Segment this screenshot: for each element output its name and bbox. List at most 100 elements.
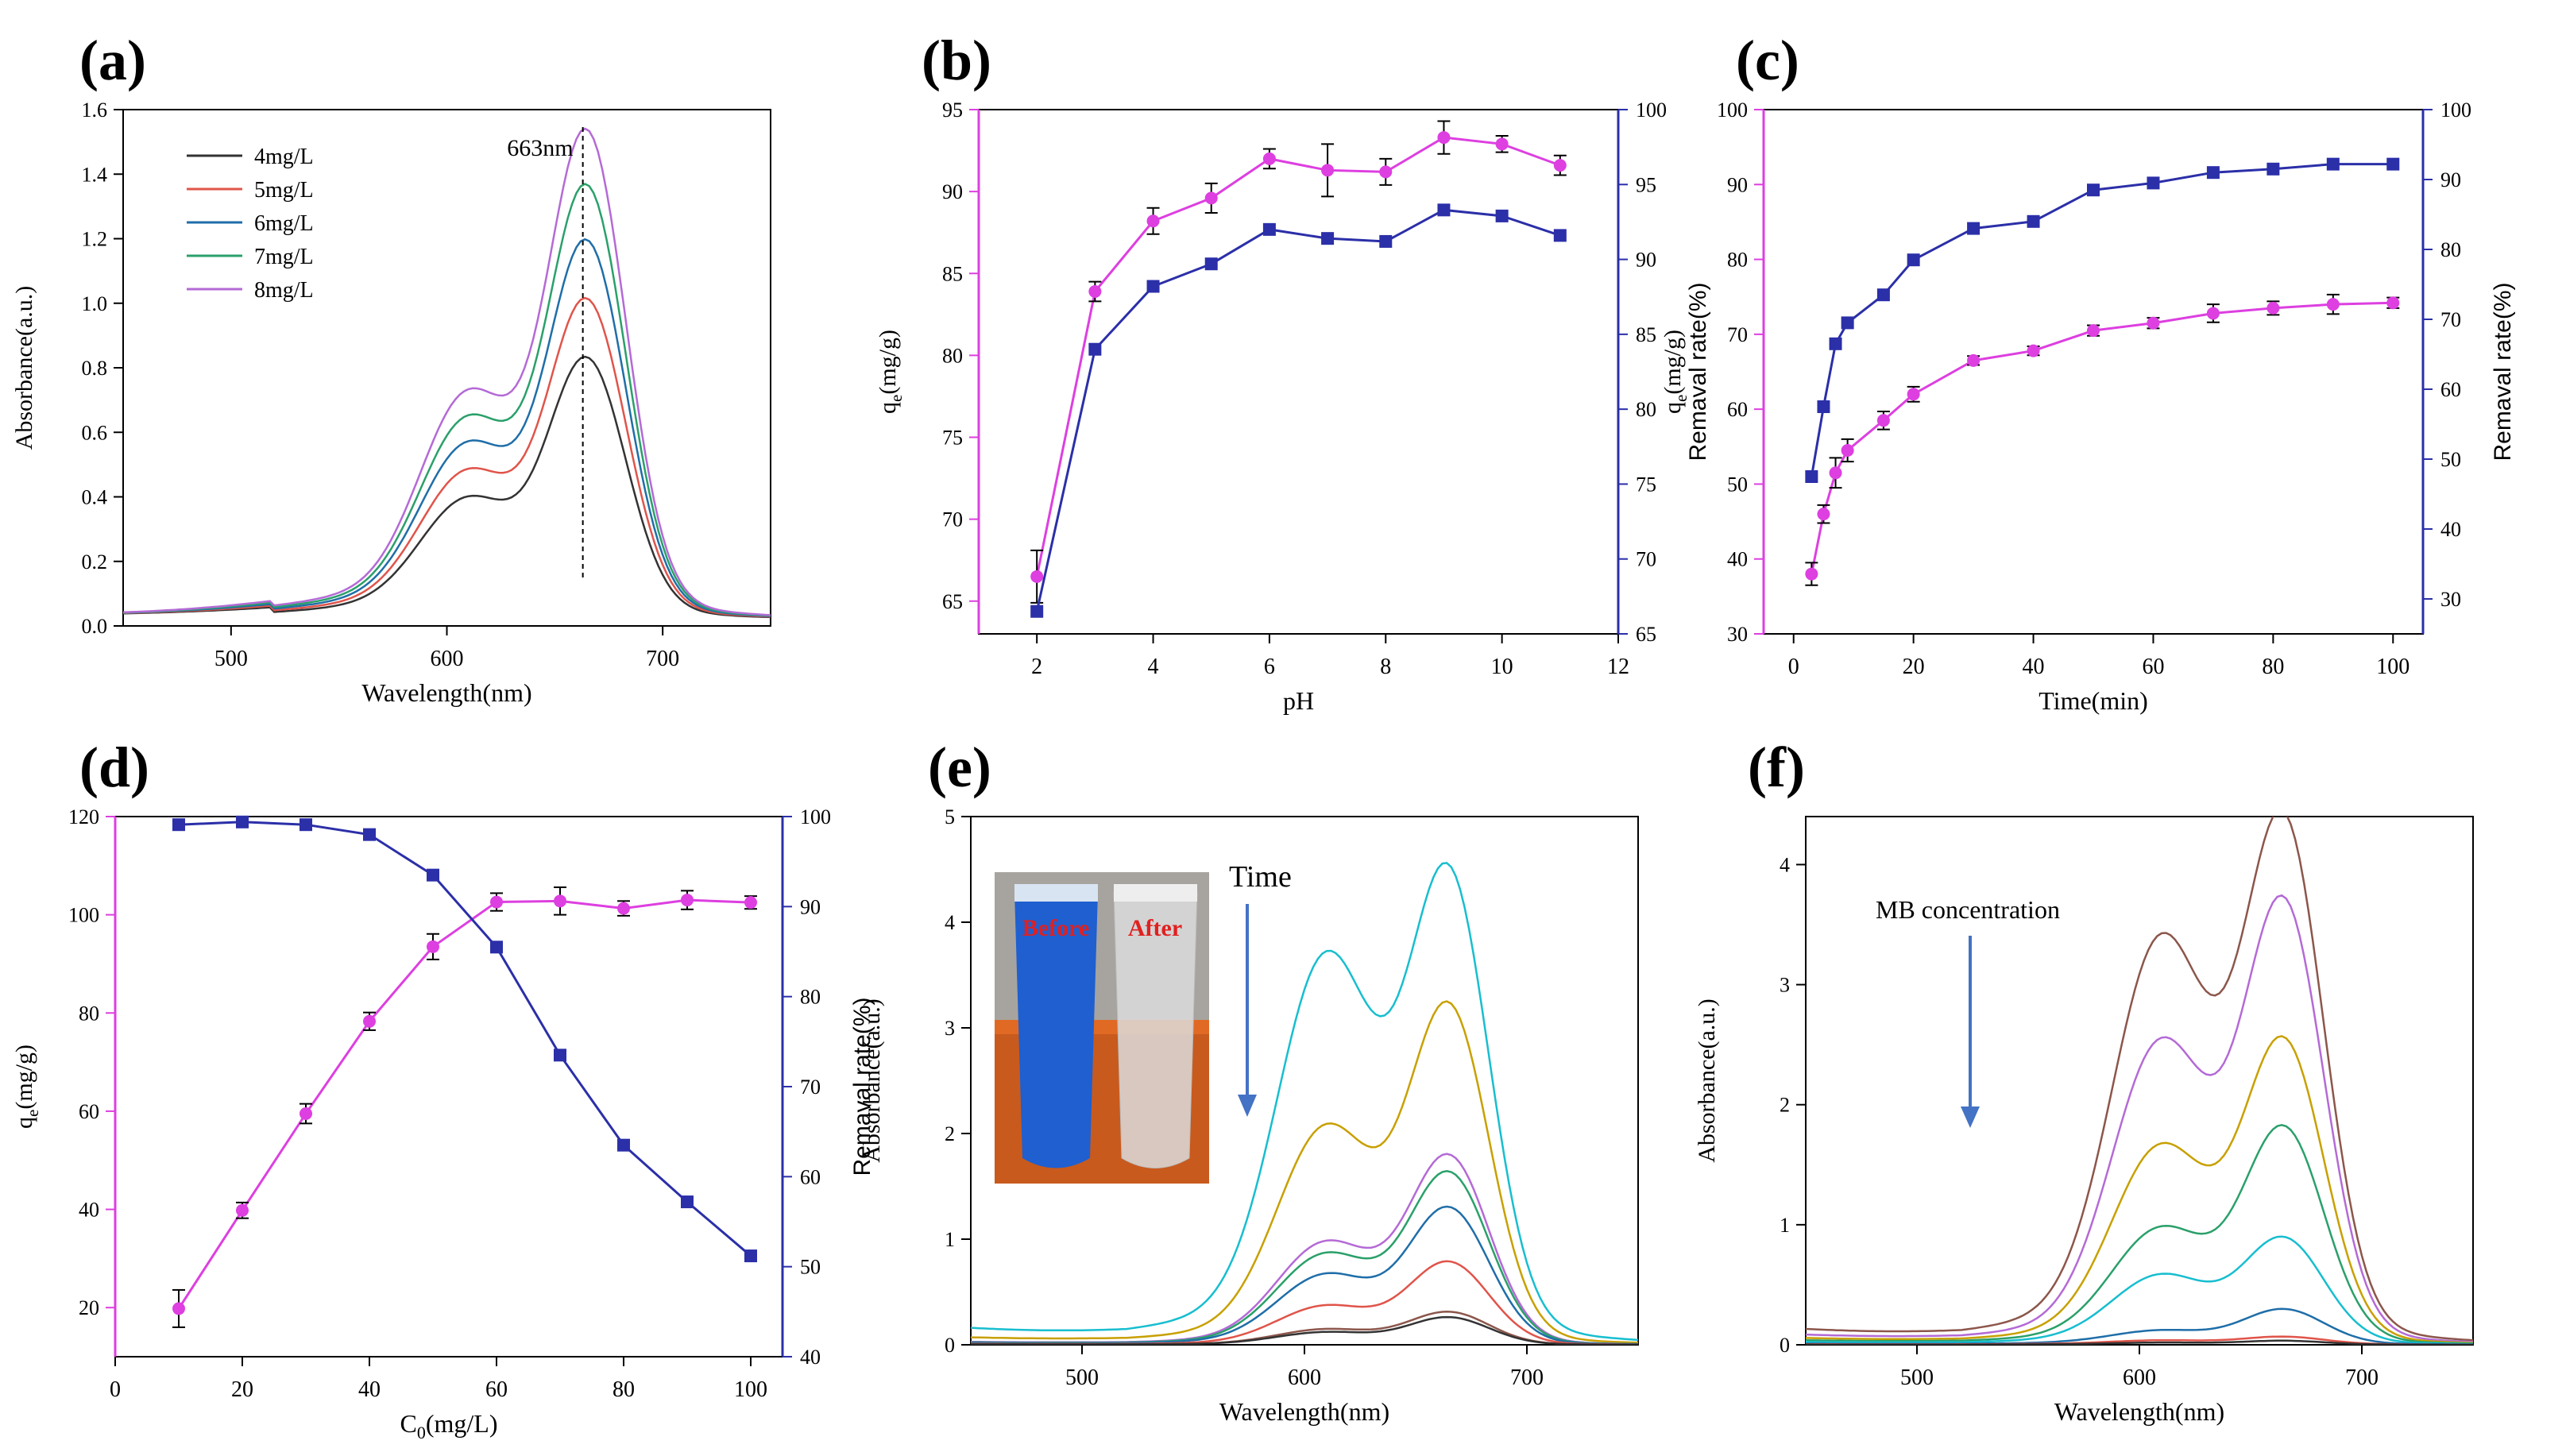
panel-e: 500 600 700 0 1 2 3 4 5 Wavelength(nm) Absorbance(… — [859, 805, 1639, 1426]
x-tick-label: 500 — [1065, 1365, 1099, 1390]
data-point — [1030, 570, 1044, 583]
series-line — [1806, 894, 2473, 1343]
panel-label-d: (d) — [79, 736, 149, 799]
y-tick-label: 40 — [1727, 548, 1748, 571]
data-point — [236, 1203, 249, 1217]
time-annotation: Time — [1229, 860, 1292, 894]
data-point — [2087, 183, 2100, 197]
panel-label-c: (c) — [1736, 29, 1799, 92]
y-tick-label: 0.8 — [82, 357, 108, 380]
x-tick-label: 8 — [1380, 655, 1391, 679]
data-point — [1146, 214, 1160, 228]
y2-tick-label: 60 — [800, 1165, 821, 1188]
series-line — [1035, 136, 1561, 577]
series-line — [1806, 1124, 2473, 1345]
data-point — [1379, 234, 1393, 248]
y2-tick-label: 40 — [800, 1346, 821, 1369]
y-tick-label: 40 — [79, 1199, 99, 1222]
x-axis-label: Wavelength(nm) — [2054, 1397, 2224, 1426]
before-label: Before — [1022, 915, 1089, 941]
legend-label: 6mg/L — [254, 211, 314, 236]
y2-tick-label: 30 — [2440, 588, 2461, 611]
series-line — [1806, 1339, 2473, 1345]
y-tick-label: 2 — [945, 1122, 955, 1145]
y2-tick-label: 50 — [800, 1256, 821, 1279]
after-label: After — [1128, 915, 1182, 941]
data-point — [2267, 301, 2280, 315]
data-point — [2147, 176, 2160, 190]
data-point — [1146, 280, 1160, 293]
time-arrow-head — [1238, 1095, 1257, 1117]
inset-photo: Before After — [995, 872, 1209, 1184]
y-axis-label: Absorbance(a.u.) — [859, 998, 885, 1163]
data-point — [1841, 316, 1854, 330]
data-point — [1553, 229, 1567, 242]
data-point — [1553, 159, 1567, 172]
x-tick-label: 20 — [1903, 655, 1925, 679]
y2-tick-label: 60 — [2440, 378, 2461, 401]
x-tick-label: 20 — [231, 1377, 253, 1402]
series-line — [971, 1205, 1638, 1345]
y-tick-label: 70 — [942, 508, 963, 531]
x-tick-label: 6 — [1264, 655, 1275, 679]
y-tick-label: 5 — [945, 805, 955, 828]
panel-f: 500 600 700 0 1 2 3 4 Wavelength(nm) Absorbance(a… — [1694, 816, 2474, 1426]
x-axis-label: Time(min) — [2039, 686, 2148, 715]
legend-label: 8mg/L — [254, 278, 314, 303]
data-point — [1495, 137, 1509, 151]
data-point — [744, 1249, 757, 1263]
x-axis-label: Wavelength(nm) — [1219, 1397, 1389, 1426]
y2-tick-label: 100 — [800, 805, 831, 828]
y-tick-label: 120 — [68, 805, 99, 828]
y2-tick-label: 90 — [2440, 168, 2461, 191]
panel-label-f: (f) — [1748, 736, 1805, 799]
series-line — [123, 355, 771, 619]
panel-b: 2 4 6 8 10 12 65 70 75 80 85 90 95 65 70 75 80 85 90 95 100 p… — [875, 98, 1711, 715]
y2-axis-label: Remaval rate(%) — [849, 997, 875, 1176]
x-tick-label: 12 — [1607, 655, 1629, 679]
panel-label-a: (a) — [79, 29, 146, 92]
data-point — [1437, 131, 1451, 145]
after-tube — [1113, 891, 1198, 1168]
y2-tick-label: 70 — [2440, 308, 2461, 331]
panel-d: 0 20 40 60 80 100 20 40 60 80 100 120 40 50 60 70 80 90 10… — [11, 805, 875, 1442]
y-axis-label: qe(mg/g) — [11, 1045, 42, 1129]
before-tube — [1014, 892, 1098, 1168]
data-point — [299, 1107, 312, 1120]
data-point — [1817, 508, 1830, 521]
y-tick-label: 70 — [1727, 323, 1748, 346]
x-tick-label: 60 — [485, 1377, 508, 1402]
y-tick-label: 1 — [945, 1228, 955, 1251]
x-tick-label: 40 — [358, 1377, 381, 1402]
legend-label: 4mg/L — [254, 145, 314, 169]
y-tick-label: 30 — [1727, 623, 1748, 646]
peak-annotation: 663nm — [507, 135, 573, 161]
series-line — [971, 1315, 1638, 1345]
legend-label: 7mg/L — [254, 245, 314, 269]
data-point — [490, 940, 503, 954]
data-point — [490, 895, 503, 909]
data-point — [299, 818, 312, 832]
y-tick-label: 1.6 — [82, 98, 108, 122]
data-point — [1876, 288, 1890, 302]
series-line — [1806, 1035, 2473, 1344]
y2-tick-label: 85 — [1636, 323, 1656, 346]
y2-axis-label: Remaval rate(%) — [2490, 282, 2516, 461]
y-tick-label: 20 — [79, 1296, 99, 1319]
data-point — [1030, 604, 1044, 618]
y-axis-label: qe(mg/g) — [1660, 330, 1691, 414]
x-axis-label: C0(mg/L) — [400, 1409, 498, 1442]
y2-tick-label: 80 — [800, 986, 821, 1009]
concentration-arrow-head — [1961, 1106, 1980, 1128]
data-point — [744, 896, 757, 910]
data-point — [1204, 191, 1218, 205]
y2-tick-label: 70 — [1636, 548, 1656, 571]
y-tick-label: 1.2 — [82, 228, 108, 251]
y-tick-label: 60 — [1727, 398, 1748, 421]
data-point — [363, 1014, 376, 1028]
x-tick-label: 700 — [646, 647, 679, 671]
y-axis-label: Absorbance(a.u.) — [1694, 998, 1720, 1163]
data-point — [681, 894, 694, 907]
data-point — [1817, 400, 1830, 413]
data-point — [363, 828, 376, 841]
